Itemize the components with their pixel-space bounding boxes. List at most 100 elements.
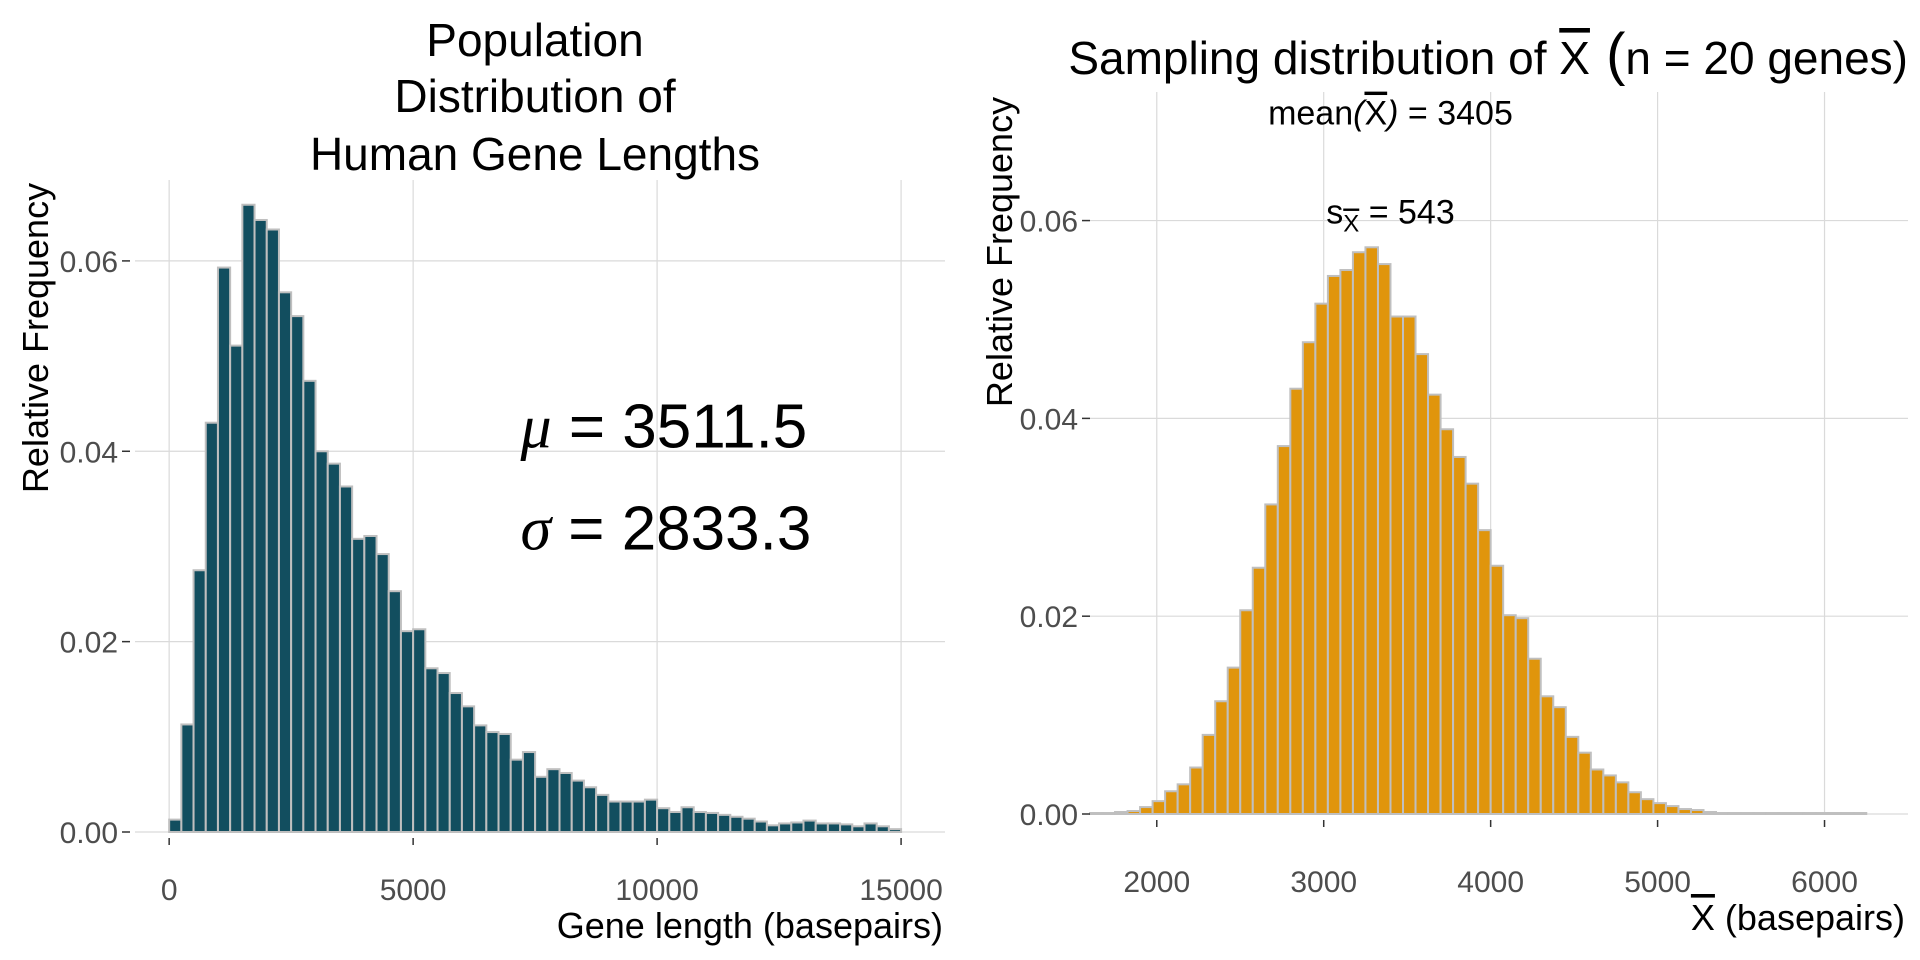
sampling-x-tick-label: 3000 — [1290, 866, 1357, 899]
population-histogram-bar — [570, 779, 585, 833]
population-histogram-bar — [497, 732, 512, 833]
sampling-histogram-bar — [1176, 783, 1192, 816]
population-title-line-1: Population — [426, 14, 643, 66]
population-x-axis-label: Gene length (basepairs) — [557, 905, 943, 946]
sampling-histogram-bar — [1802, 812, 1818, 816]
sampling-histogram-bar — [1239, 609, 1254, 815]
sampling-histogram-bars — [1089, 246, 1868, 816]
population-histogram-bar — [643, 798, 659, 833]
population-histogram-bar — [375, 553, 390, 833]
population-histogram-bar — [326, 462, 341, 833]
sampling-x-axis: 2000 3000 4000 5000 6000 — [1123, 820, 1858, 899]
population-histogram-bar — [802, 819, 817, 834]
sampling-histogram-bar — [1251, 566, 1267, 815]
sampling-histogram-bar — [1364, 246, 1379, 815]
sampling-histogram-bar — [1602, 774, 1617, 815]
sampling-title: Sampling distribution of X (n = 20 genes… — [1068, 22, 1908, 87]
sampling-histogram-bar — [1715, 812, 1730, 816]
population-histogram-bar — [180, 723, 195, 833]
population-histogram-bar — [314, 450, 329, 833]
sampling-histogram-bar — [1689, 809, 1705, 815]
sampling-histogram-bar — [1126, 810, 1142, 816]
sampling-histogram-bar — [1677, 808, 1692, 816]
sampling-histogram-bar — [1301, 341, 1317, 815]
std-error-prefix: s — [1326, 194, 1343, 232]
population-histogram-bar — [241, 203, 256, 834]
sampling-histogram-bar — [1539, 695, 1555, 816]
population-histogram-bar — [582, 786, 598, 833]
population-histogram-bar — [558, 771, 573, 834]
mu-value: = 3511.5 — [552, 392, 808, 461]
population-histogram-bar — [460, 705, 476, 834]
sampling-title-text: Sampling distribution of — [1068, 32, 1559, 84]
population-histogram-bar — [814, 822, 829, 834]
population-histogram-bar — [363, 534, 378, 833]
sampling-histogram-bar — [1164, 790, 1179, 816]
sampling-x-tick-label: 2000 — [1123, 866, 1190, 899]
sampling-histogram-bar — [1765, 812, 1780, 816]
sampling-histogram-bar — [1477, 529, 1492, 815]
sampling-histogram-bar — [1564, 735, 1580, 815]
sampling-histogram-bar — [1464, 482, 1480, 815]
sampling-histogram-bar — [1614, 781, 1630, 816]
population-histogram-bar — [546, 768, 561, 834]
sampling-histogram-bar — [1289, 387, 1304, 815]
population-histogram-bar — [875, 825, 890, 834]
sampling-xlabel-xbar: X — [1691, 897, 1715, 938]
sampling-histogram-bar — [1827, 812, 1843, 816]
mu-annotation: μ = 3511.5 — [519, 392, 807, 461]
population-y-axis-label: Relative Frequency — [15, 183, 56, 493]
sampling-histogram-bar — [1527, 657, 1542, 815]
population-x-tick-label: 15000 — [859, 874, 942, 907]
population-histogram-bar — [607, 800, 622, 834]
population-histogram-bar — [619, 800, 634, 834]
population-y-tick-label: 0.00 — [60, 817, 118, 850]
std-error-value: = 543 — [1359, 194, 1454, 232]
std-error-annotation: sX = 543 — [1326, 194, 1455, 238]
sampling-histogram-bar — [1652, 802, 1667, 815]
sampling-histogram-bar — [1489, 564, 1505, 815]
sampling-histogram-bar — [1402, 315, 1417, 815]
population-y-axis: 0.00 0.02 0.04 0.06 — [60, 246, 130, 850]
sampling-histogram-bar — [1552, 706, 1567, 815]
sampling-histogram-bar — [1151, 800, 1167, 815]
sampling-histogram-bar — [1351, 251, 1367, 815]
population-histogram-bar — [229, 344, 244, 833]
mean-paren-close: ) — [1383, 95, 1398, 133]
population-histogram-bar — [717, 813, 732, 833]
sampling-histogram-bar — [1339, 269, 1354, 815]
population-histogram-bar — [351, 537, 366, 833]
sampling-histogram-bar — [1577, 751, 1592, 815]
mean-annotation: mean(X) = 3405 — [1268, 95, 1513, 133]
population-histogram-bar — [595, 793, 610, 834]
sampling-y-tick-label: 0.00 — [1020, 799, 1078, 832]
sigma-annotation: σ = 2833.3 — [520, 494, 811, 563]
sampling-histogram-bar — [1439, 428, 1455, 815]
sampling-y-tick-label: 0.02 — [1020, 601, 1078, 634]
sampling-histogram-bar — [1514, 617, 1530, 815]
mean-prefix: mean — [1268, 95, 1353, 133]
population-histogram-bar — [302, 379, 317, 833]
sampling-histogram-bar — [1139, 806, 1154, 816]
population-histogram-bar — [692, 811, 707, 833]
sampling-y-axis-label: Relative Frequency — [979, 97, 1020, 407]
sampling-histogram-bar — [1639, 798, 1655, 815]
population-histogram-bar — [753, 820, 768, 833]
std-error-subscript: X — [1343, 211, 1359, 238]
population-histogram-bar — [473, 724, 488, 834]
population-histogram-bar — [277, 291, 293, 834]
sampling-histogram-bar — [1376, 263, 1392, 815]
population-title-line-2: Distribution of — [394, 70, 675, 122]
sampling-histogram-bar — [1214, 700, 1229, 816]
population-histogram-bar — [485, 731, 500, 834]
sampling-distribution-panel: Sampling distribution of X (n = 20 genes… — [979, 22, 1908, 938]
sampling-y-tick-label: 0.06 — [1020, 206, 1078, 239]
sigma-symbol: σ — [520, 495, 553, 563]
population-histogram-bar — [338, 485, 354, 833]
population-histogram-bar — [851, 825, 866, 834]
sampling-histogram-bar — [1664, 805, 1680, 815]
sampling-histogram-bar — [1389, 315, 1405, 815]
population-histogram-bar — [631, 800, 646, 834]
population-histogram-bar — [741, 817, 756, 833]
